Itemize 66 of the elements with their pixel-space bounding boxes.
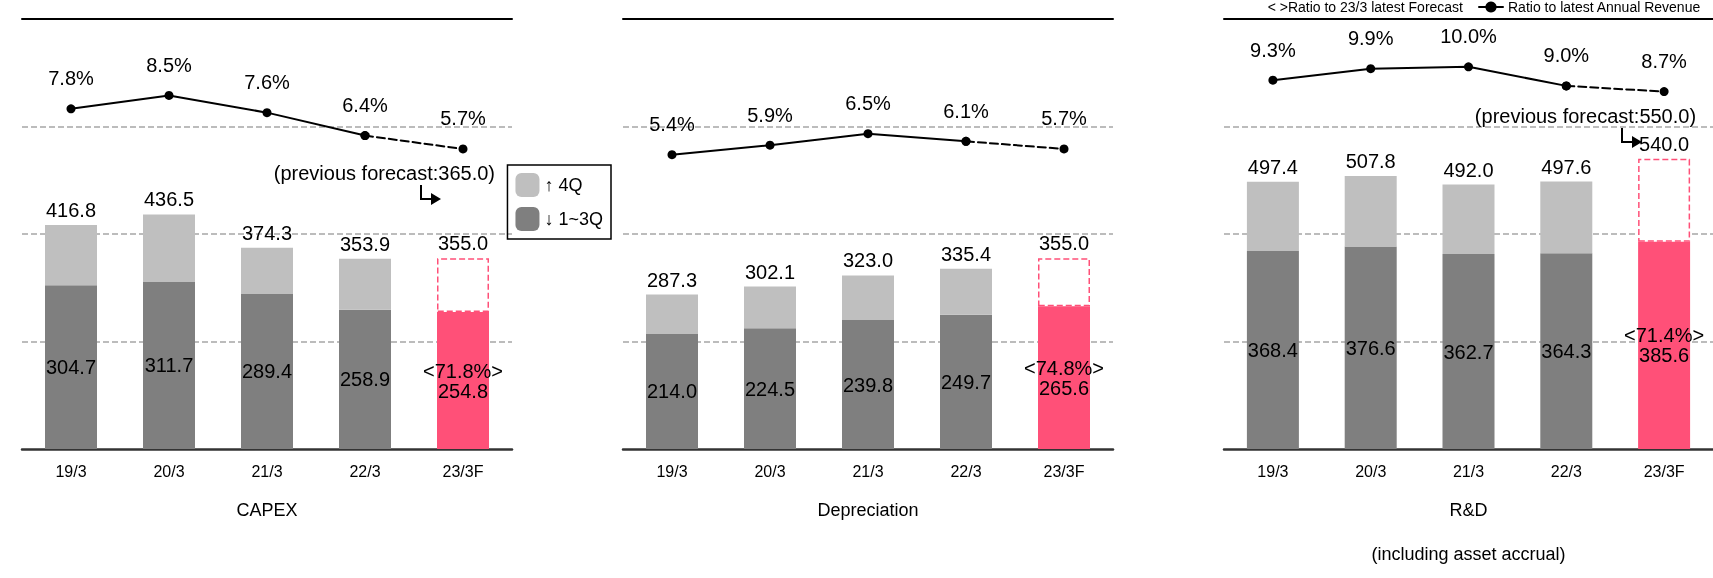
data-label: 364.3 (1541, 340, 1592, 363)
text: < >Ratio to 23/3 latest Forecast (1267, 0, 1464, 15)
data-label: 239.8 (842, 373, 894, 396)
data-label: 8.7% (1641, 50, 1688, 73)
annotation: (previous forecast:365.0) (273, 161, 495, 184)
data-label: 9.9% (1347, 27, 1394, 50)
data-label: 214.0 (646, 380, 698, 403)
data-label: 10.0% (1440, 25, 1498, 48)
total-label: 416.8 (45, 198, 97, 221)
data-label: 289.4 (241, 360, 293, 383)
x-tick-label: 19/3 (55, 462, 87, 480)
data-label: 5.7% (440, 107, 487, 130)
total-label: 507.8 (1345, 150, 1396, 173)
total-label: 374.3 (241, 221, 293, 244)
x-tick-label: 23/3F (1643, 462, 1685, 480)
total-label: 436.5 (143, 188, 195, 211)
annotation: (previous forecast:550.0) (1474, 104, 1697, 127)
legend-label: Ratio to latest Annual Revenue (1507, 0, 1701, 15)
total-label: 323.0 (842, 249, 894, 272)
data-label: 224.5 (744, 377, 796, 400)
legend-label: ↓ 1~3Q (544, 209, 604, 229)
data-label: 362.7 (1443, 340, 1494, 363)
data-label: 376.6 (1345, 336, 1396, 359)
data-label: 368.4 (1247, 338, 1298, 361)
x-tick-label: 19/3 (1257, 462, 1289, 480)
total-label: 355.0 (437, 232, 489, 255)
x-tick-label: 20/3 (153, 462, 185, 480)
data-label: 7.6% (244, 71, 291, 94)
total-label: 287.3 (646, 268, 698, 291)
data-label: 258.9 (339, 368, 391, 391)
data-label: 6.4% (342, 94, 389, 117)
x-axis-title: Depreciation (817, 500, 919, 520)
data-label: 311.7 (144, 354, 194, 377)
x-axis-title: CAPEX (236, 500, 298, 520)
data-label: 8.5% (146, 53, 193, 76)
data-label: 249.7 (940, 370, 992, 393)
data-label: 5.4% (649, 113, 696, 136)
x-tick-label: 21/3 (251, 462, 283, 480)
data-label: 6.5% (845, 92, 892, 115)
total-label: 355.0 (1038, 232, 1090, 255)
data-label: 304.7 (45, 356, 97, 379)
x-tick-label: 21/3 (1452, 462, 1485, 480)
x-tick-label: 20/3 (1355, 462, 1387, 480)
data-label: 5.9% (747, 103, 794, 126)
total-label: 302.1 (744, 260, 796, 283)
x-tick-label: 22/3 (349, 462, 381, 480)
data-label: 5.7% (1041, 107, 1088, 130)
total-label: 335.4 (940, 242, 992, 265)
data-label: 9.3% (1250, 38, 1296, 61)
x-tick-label: 22/3 (1550, 462, 1582, 480)
legend-label: ↑ 4Q (544, 175, 583, 195)
x-tick-label: 19/3 (656, 462, 688, 480)
total-label: 353.9 (339, 232, 391, 255)
total-label: 497.4 (1247, 155, 1298, 178)
data-label: 7.8% (48, 67, 95, 90)
x-tick-label: 20/3 (754, 462, 786, 480)
x-tick-label: 23/3F (1043, 462, 1085, 480)
x-tick-label: 22/3 (950, 462, 982, 480)
total-label: 497.6 (1541, 155, 1592, 178)
data-label: 9.0% (1543, 44, 1590, 67)
total-label: 492.0 (1443, 158, 1494, 181)
x-tick-label: 23/3F (442, 462, 484, 480)
x-tick-label: 21/3 (852, 462, 884, 480)
total-label: 540.0 (1639, 132, 1690, 155)
text: R&D (including asset accrual) (1371, 500, 1566, 564)
data-label: 6.1% (943, 99, 990, 122)
